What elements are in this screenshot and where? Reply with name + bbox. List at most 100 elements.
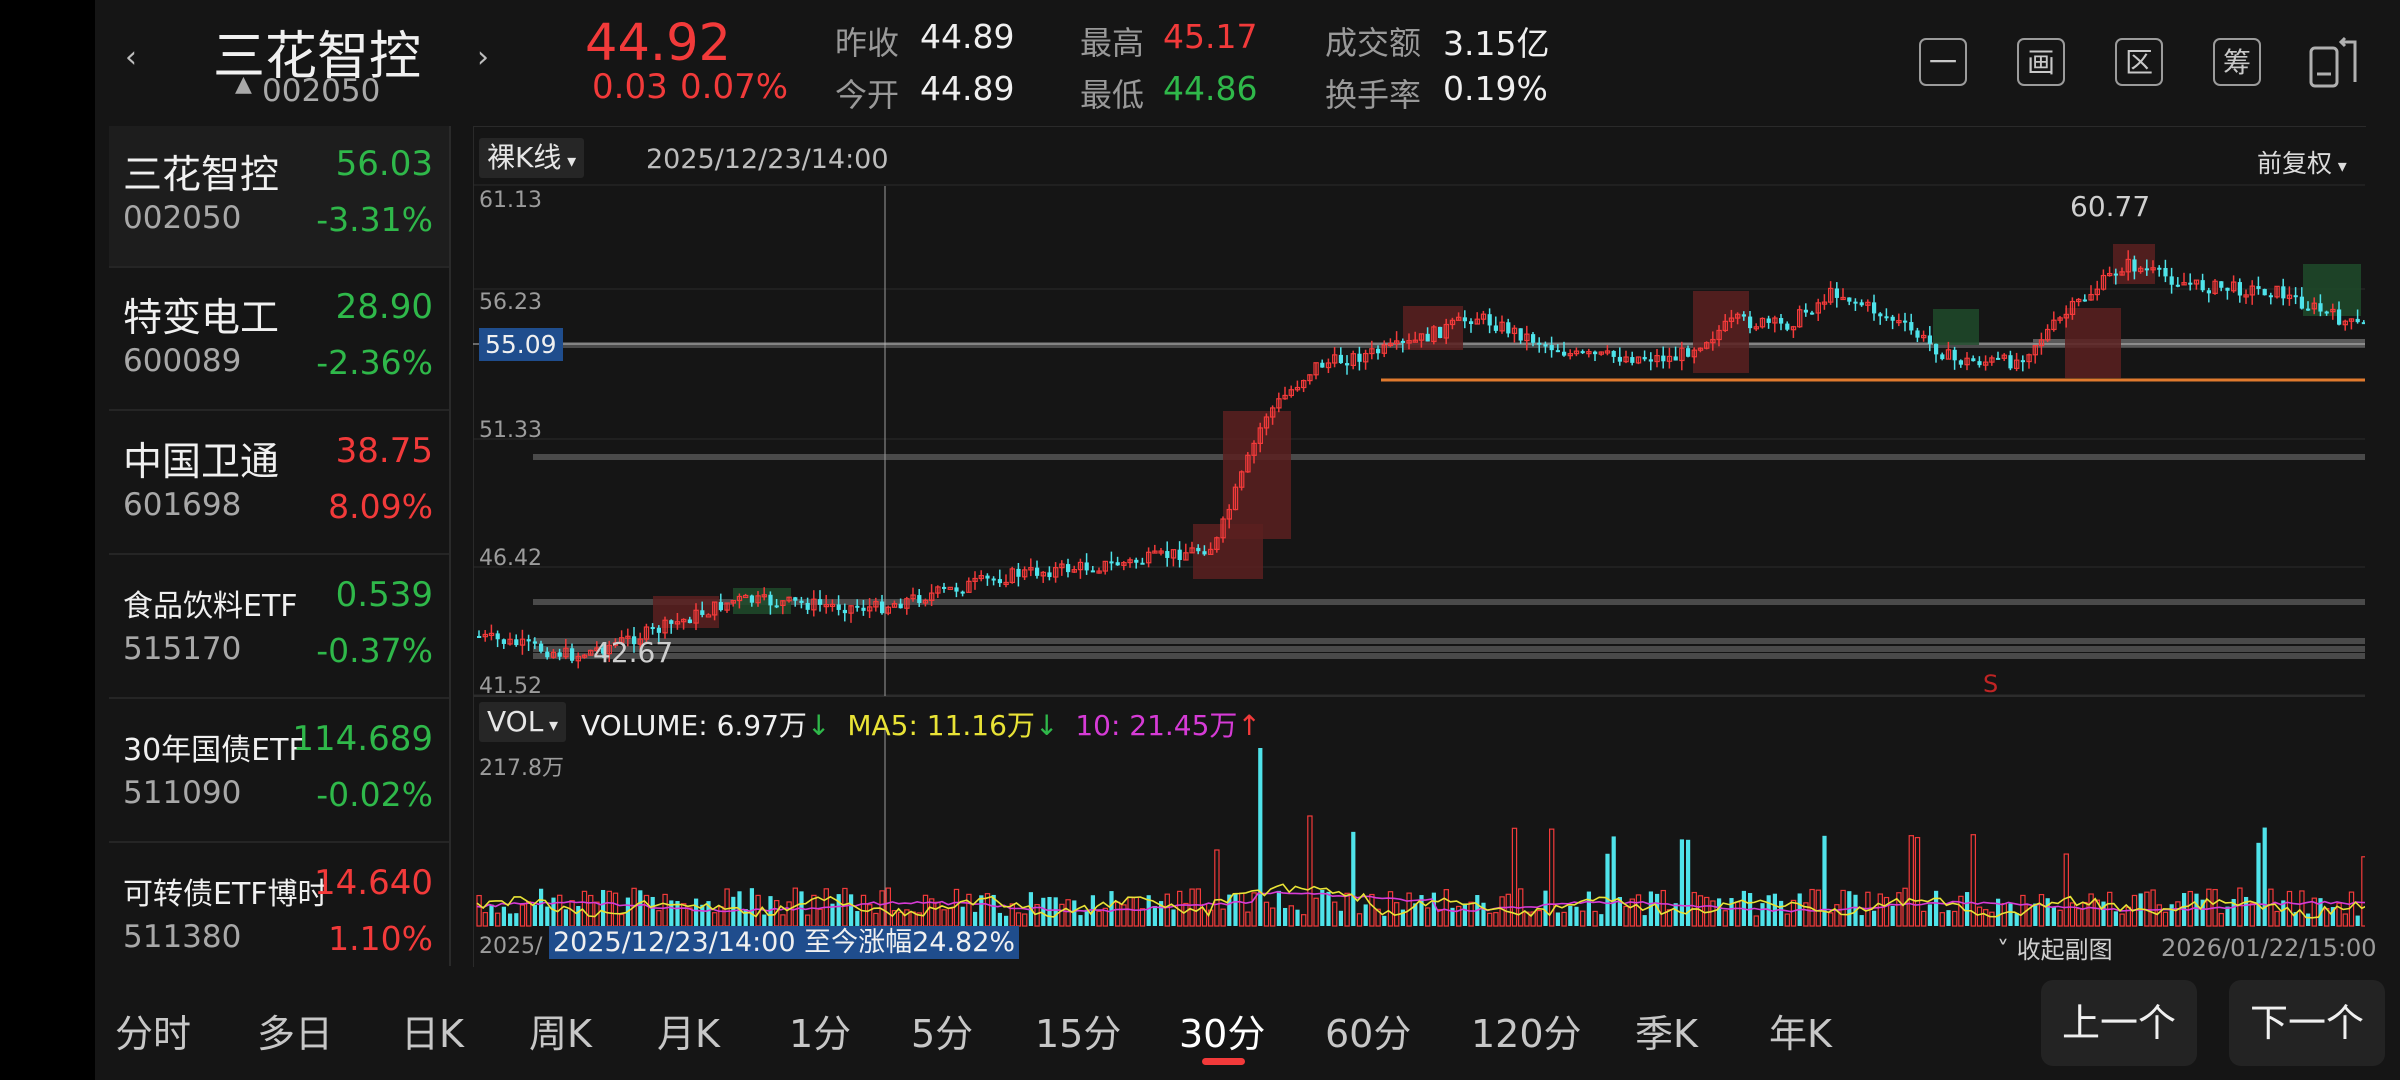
candle-body xyxy=(526,639,531,642)
volume-bar xyxy=(1263,901,1270,927)
volume-bar xyxy=(2008,903,2013,926)
volume-bar xyxy=(1605,853,1610,926)
candle-body xyxy=(935,586,941,594)
watch-code: 002050 xyxy=(123,200,242,236)
candle-body xyxy=(1257,427,1264,444)
volume-bar xyxy=(1958,895,1964,927)
watch-price: 114.689 xyxy=(292,719,433,759)
tab-120min[interactable]: 120分 xyxy=(1471,1012,1582,1056)
tab-quarter-k[interactable]: 季K xyxy=(1635,1012,1698,1056)
watchlist-item[interactable]: 食品饮料ETF 0.539 515170 -0.37% xyxy=(109,557,449,699)
chart-panel[interactable] xyxy=(473,126,2366,967)
candle-body xyxy=(2008,355,2013,369)
prev-close-value: 44.89 xyxy=(920,17,1015,56)
prev-stock-arrow-icon[interactable]: ‹ xyxy=(125,40,137,75)
watchlist-item[interactable]: 特变电工 28.90 600089 -2.36% xyxy=(109,269,449,411)
tab-60min[interactable]: 60分 xyxy=(1325,1012,1412,1056)
indicator-dropdown[interactable]: VOL ▾ xyxy=(479,702,567,742)
kline-chart[interactable] xyxy=(473,126,2365,966)
candle-body xyxy=(2200,280,2205,291)
candle-body xyxy=(718,602,723,611)
volume-bar xyxy=(1102,907,1109,927)
volume-bar xyxy=(1326,891,1331,926)
volume-bar xyxy=(675,900,680,926)
tab-30min[interactable]: 30分 xyxy=(1179,1012,1266,1056)
volume-bar xyxy=(551,897,556,926)
tab-month-k[interactable]: 月K xyxy=(657,1012,720,1056)
line-tool-button[interactable]: 一 xyxy=(1919,38,1967,86)
volume-bar xyxy=(1313,897,1319,927)
volume-bar xyxy=(2051,907,2056,926)
candle-body xyxy=(1903,320,1908,323)
volume-bar xyxy=(514,913,519,926)
candle-body xyxy=(1604,350,1611,354)
volume-bar xyxy=(2088,893,2094,927)
chip-tool-button[interactable]: 筹 xyxy=(2213,38,2261,86)
next-stock-arrow-icon[interactable]: › xyxy=(477,40,489,75)
candle-body xyxy=(1071,569,1078,573)
candle-body xyxy=(550,651,557,658)
draw-tool-button[interactable]: 画 xyxy=(2017,38,2065,86)
volume-bar xyxy=(545,906,550,926)
candle-body xyxy=(1722,320,1728,332)
tab-5min[interactable]: 5分 xyxy=(911,1012,974,1056)
candle-body xyxy=(2094,288,2100,296)
tab-minute[interactable]: 分时 xyxy=(115,1012,192,1056)
candle-body xyxy=(2348,318,2355,322)
volume-bar xyxy=(830,903,835,926)
volume-bar xyxy=(1159,901,1164,926)
kline-type-dropdown[interactable]: 裸K线 ▾ xyxy=(479,138,585,178)
candle-body xyxy=(2206,290,2211,294)
candle-body xyxy=(1785,323,1790,330)
candle-body xyxy=(1331,354,1338,364)
candle-body xyxy=(2193,279,2200,285)
tab-week-k[interactable]: 周K xyxy=(529,1012,592,1056)
chevron-down-icon: ▾ xyxy=(2332,156,2347,177)
volume-bar xyxy=(1574,906,1579,926)
candle-body xyxy=(1307,374,1313,382)
watchlist-item[interactable]: 三花智控 56.03 002050 -3.31% xyxy=(109,126,449,268)
candle-body xyxy=(1884,316,1889,319)
range-tool-button[interactable]: 区 xyxy=(2115,38,2163,86)
volume-bar xyxy=(1109,891,1114,926)
candle-body xyxy=(501,639,506,644)
tab-1min[interactable]: 1分 xyxy=(789,1012,852,1056)
volume-legend: VOLUME: 6.97万↓ MA5: 11.16万↓ 10: 21.45万↑ xyxy=(581,704,1261,744)
volume-bar xyxy=(2262,827,2267,926)
candle-body xyxy=(1815,302,1821,314)
volume-bar xyxy=(2119,913,2125,927)
tab-year-k[interactable]: 年K xyxy=(1769,1012,1832,1056)
watchlist-item[interactable]: 中国卫通 38.75 601698 8.09% xyxy=(109,413,449,555)
watchlist-item[interactable]: 可转债ETF博时 14.640 511380 1.10% xyxy=(109,845,449,966)
volume-bar xyxy=(1511,827,1518,927)
candle-body xyxy=(1096,570,1102,574)
volume-bar xyxy=(1803,902,1809,927)
candle-body xyxy=(972,577,978,582)
candle-body xyxy=(2243,294,2249,298)
tab-multiday[interactable]: 多日 xyxy=(257,1012,334,1056)
next-button[interactable]: 下一个 xyxy=(2229,980,2385,1066)
candle-body xyxy=(885,606,892,614)
volume-bar xyxy=(1914,836,1921,927)
candle-body xyxy=(1362,352,1369,363)
rotate-screen-icon[interactable] xyxy=(2305,34,2363,92)
chart-date: 2025/12/23/14:00 xyxy=(646,144,889,175)
candle-body xyxy=(2188,282,2193,285)
candle-body xyxy=(749,595,754,603)
candle-body xyxy=(2281,286,2286,299)
volume-bar xyxy=(1548,828,1555,927)
chevron-down-icon: ▾ xyxy=(543,715,559,736)
adjust-dropdown[interactable]: 前复权 ▾ xyxy=(2257,144,2347,180)
candle-body xyxy=(1827,287,1834,303)
candle-body xyxy=(2063,313,2069,319)
watch-name: 30年国债ETF xyxy=(123,733,306,768)
volume-bar xyxy=(606,890,612,927)
collapse-subchart-button[interactable]: ˅ 收起副图 xyxy=(1997,930,2113,965)
volume-bar xyxy=(1722,910,1728,927)
stock-app: ‹ 三花智控 ▲ 002050 › 44.92 0.03 0.07% 昨收 44… xyxy=(95,0,2400,1080)
tab-day-k[interactable]: 日K xyxy=(401,1012,464,1056)
tab-15min[interactable]: 15分 xyxy=(1035,1012,1122,1056)
volume-bar xyxy=(973,911,978,926)
prev-button[interactable]: 上一个 xyxy=(2041,980,2197,1066)
watchlist-item[interactable]: 30年国债ETF 114.689 511090 -0.02% xyxy=(109,701,449,843)
